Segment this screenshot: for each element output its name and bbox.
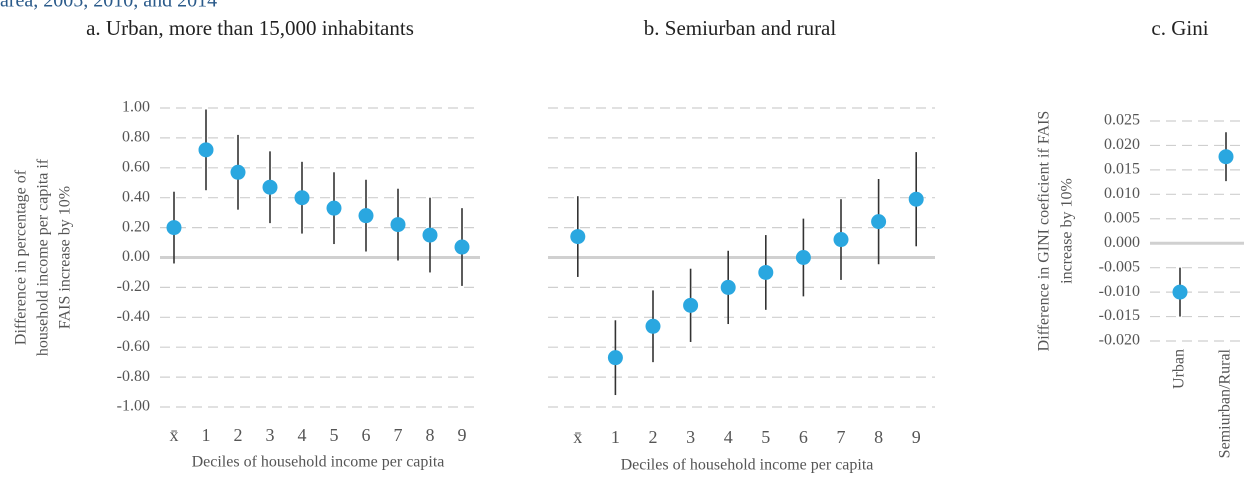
- point: [758, 264, 774, 280]
- point: [833, 232, 849, 248]
- y-axis-label: Difference in GINI coeficient if FAIS: [1036, 111, 1053, 352]
- x-tick-label: x̄: [170, 425, 179, 445]
- x-tick-label: 1: [202, 425, 211, 445]
- y-tick-label: -0.010: [1099, 283, 1140, 300]
- x-tick-label: 1: [611, 427, 620, 447]
- caption: area, 2005, 2010, and 2014: [0, 0, 217, 12]
- x-tick-label: 9: [458, 425, 467, 445]
- point: [166, 220, 182, 236]
- x-axis-label: Deciles of household income per capita: [192, 454, 445, 471]
- y-tick-label: 0.20: [122, 218, 150, 235]
- y-tick-label: 0.020: [1104, 136, 1140, 153]
- y-tick-label: 0.025: [1104, 112, 1140, 129]
- y-axis-label: increase by 10%: [1059, 178, 1076, 284]
- x-tick-label: 5: [761, 427, 770, 447]
- point: [390, 217, 406, 233]
- chart-title: b. Semiurban and rural: [644, 16, 837, 40]
- y-tick-label: -1.00: [117, 398, 150, 415]
- point: [871, 214, 887, 230]
- y-tick-label: -0.005: [1099, 258, 1140, 275]
- y-tick-label: -0.60: [117, 338, 150, 355]
- y-axis-label: Difference in percentage of: [13, 169, 30, 345]
- y-tick-label: 0.40: [122, 188, 150, 205]
- point: [720, 279, 736, 295]
- x-tick-label: 9: [912, 427, 921, 447]
- point: [198, 142, 214, 158]
- x-tick-label: 2: [649, 427, 658, 447]
- y-axis-label: household income per capita if: [35, 158, 52, 356]
- y-tick-label: 0.005: [1104, 209, 1140, 226]
- chart-title: c. Gini: [1151, 16, 1208, 40]
- x-tick-label: x̄: [573, 427, 582, 447]
- x-tick-label: 7: [837, 427, 846, 447]
- point: [326, 200, 342, 216]
- x-tick-label: Semiurban/Rural: [1217, 348, 1234, 458]
- x-tick-label: 3: [266, 425, 275, 445]
- y-tick-label: 0.015: [1104, 161, 1140, 178]
- y-tick-label: -0.020: [1099, 332, 1140, 349]
- point: [358, 208, 374, 224]
- x-tick-label: 6: [799, 427, 808, 447]
- x-tick-label: 6: [362, 425, 371, 445]
- point: [570, 229, 586, 245]
- point: [1172, 284, 1188, 300]
- y-tick-label: 1.00: [122, 99, 150, 116]
- point: [230, 164, 246, 180]
- x-tick-label: 8: [426, 425, 435, 445]
- y-axis-label: FAIS increase by 10%: [57, 186, 74, 329]
- point: [795, 250, 811, 265]
- y-tick-label: -0.20: [117, 278, 150, 295]
- y-tick-label: 0.60: [122, 158, 150, 175]
- point: [422, 227, 438, 243]
- y-tick-label: 0.00: [122, 248, 150, 265]
- x-tick-label: 2: [234, 425, 243, 445]
- point: [262, 179, 278, 195]
- y-tick-label: 0.80: [122, 129, 150, 146]
- point: [607, 350, 623, 366]
- x-tick-label: 5: [330, 425, 339, 445]
- point: [908, 191, 924, 207]
- y-tick-label: -0.015: [1099, 307, 1140, 324]
- x-tick-label: 3: [686, 427, 695, 447]
- x-tick-label: 4: [298, 425, 307, 445]
- x-tick-label: 8: [874, 427, 883, 447]
- point: [1218, 149, 1234, 165]
- x-tick-label: 7: [394, 425, 403, 445]
- point: [645, 318, 661, 334]
- chart-title: a. Urban, more than 15,000 inhabitants: [86, 16, 414, 40]
- y-tick-label: 0.000: [1104, 234, 1140, 251]
- y-tick-label: 0.010: [1104, 185, 1140, 202]
- y-tick-label: -0.80: [117, 368, 150, 385]
- point: [294, 190, 310, 206]
- point: [683, 297, 699, 313]
- point: [454, 239, 470, 255]
- x-tick-label: Urban: [1171, 349, 1188, 389]
- x-tick-label: 4: [724, 427, 733, 447]
- x-axis-label: Deciles of household income per capita: [621, 457, 874, 474]
- y-tick-label: -0.40: [117, 308, 150, 325]
